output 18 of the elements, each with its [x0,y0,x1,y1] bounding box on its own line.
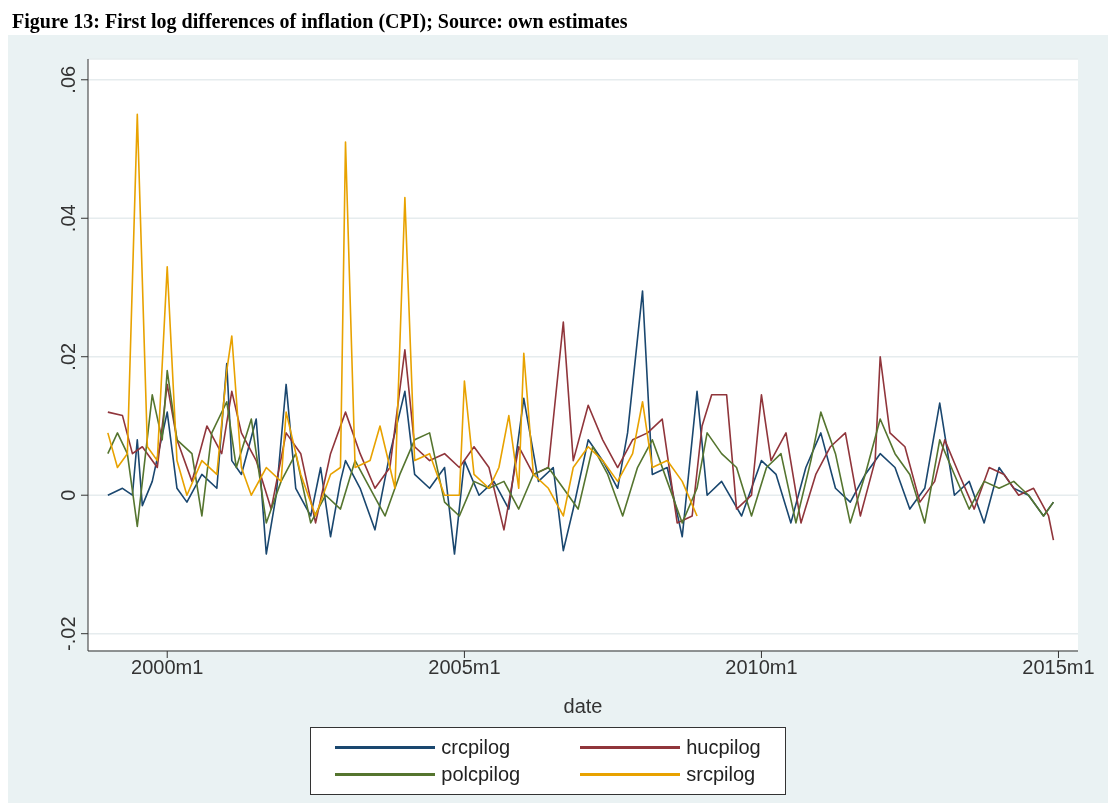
legend-label: srcpilog [686,763,756,786]
y-tick-label: -.02 [57,616,79,651]
line-series [107,113,698,517]
x-tick-label: 2010m1 [725,656,798,679]
chart-title: Figure 13: First log differences of inflation (CPI); Source: own estimates [8,8,1108,35]
y-tick-label: .06 [57,65,79,94]
line-series [107,369,1055,528]
legend-label: crcpilog [441,736,511,759]
y-tick-label: .04 [57,204,79,233]
legend-label: polcpilog [441,763,521,786]
y-tick-label: .02 [57,342,79,371]
x-tick-label: 2015m1 [1022,656,1095,679]
x-tick-label: 2005m1 [428,656,501,679]
x-axis-title: date [563,695,603,717]
y-tick-label: 0 [57,489,79,501]
x-tick-label: 2000m1 [131,656,204,679]
line-series [107,321,1055,542]
legend-label: hucpilog [686,736,761,759]
